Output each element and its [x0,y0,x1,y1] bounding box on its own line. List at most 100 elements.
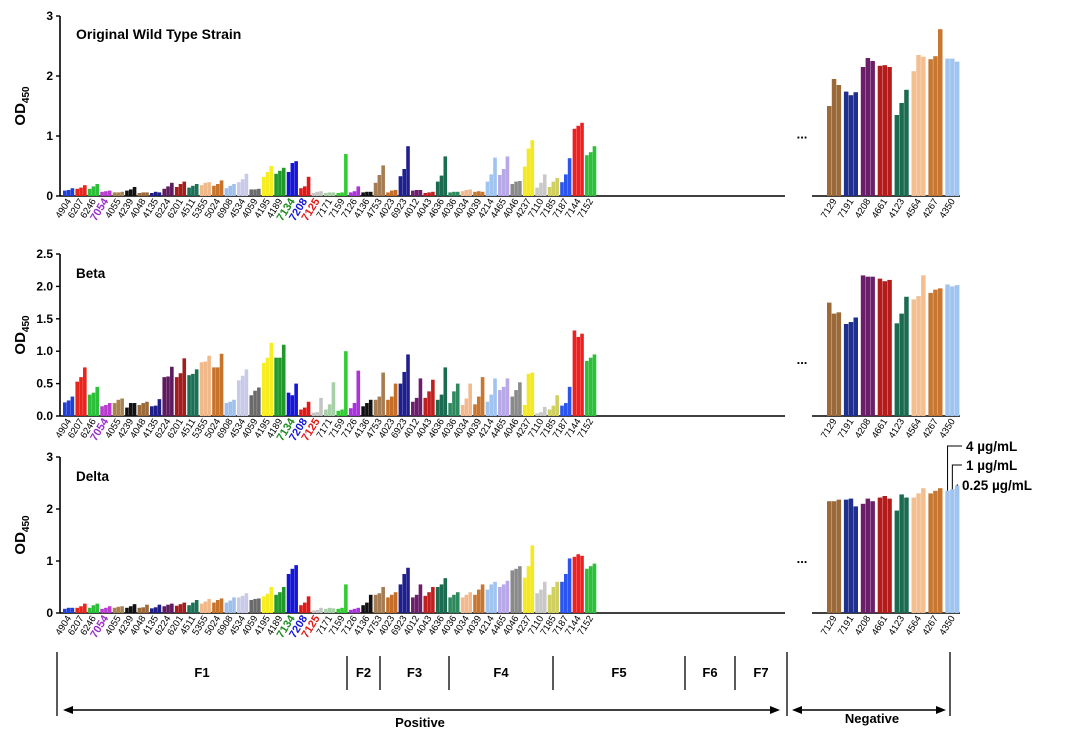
bar-7126-4 [348,408,353,416]
bar-7171-0.25 [331,382,336,416]
bar-4059-4 [249,395,254,416]
bar-4465-1 [501,584,506,613]
bar-4012-1 [414,190,419,196]
x-tick-label: 7191 [836,197,857,221]
bar-4511-0.25 [194,600,199,613]
bar-4214-1 [489,584,494,613]
bar-4511-4 [187,375,191,416]
panel-title: Delta [76,469,110,484]
bar-4046-0.25 [518,566,522,613]
bar-4135-0.25 [157,604,162,613]
legend-label: 0.25 µg/mL [962,478,1032,493]
y-tick-label: 3 [46,450,53,464]
bar-4214-4 [485,181,490,196]
bar-4534-0.25 [244,369,249,416]
bar-7125-0.25 [319,607,323,613]
bar-neg-7129-4 [827,106,832,196]
bar-4046-0.25 [518,181,522,196]
bar-neg-4350-0.25 [954,285,960,416]
bar-7208-4 [299,188,303,196]
bar-4511-0.25 [194,184,199,196]
bar-4059-0.25 [257,387,261,416]
ellipsis: ... [797,352,808,367]
bar-6201-1 [178,184,183,196]
bar-7159-0.25 [344,154,348,196]
bar-4904-1 [66,400,71,416]
bar-7152-0.25 [592,354,597,416]
bar-6908-1 [228,401,232,416]
bar-7054-4 [100,406,104,416]
bar-4059-0.25 [257,188,261,196]
bar-4039-4 [473,404,477,416]
bar-4534-4 [237,597,241,613]
bar-7159-0.25 [344,351,348,416]
bar-4012-4 [411,190,415,196]
bar-4904-0.25 [70,607,75,613]
y-tick-label: 1 [46,554,53,568]
bar-5355-1 [203,182,208,196]
bar-6908-0.25 [232,399,236,416]
bar-6923-4 [398,176,403,196]
group-label: F7 [753,665,768,680]
bar-neg-4208-1 [865,498,871,613]
bar-4043-0.25 [431,379,435,416]
bar-6246-1 [91,392,96,416]
arrow-head [770,706,780,714]
bar-7110-0.25 [542,581,547,613]
bar-4039-1 [476,191,481,196]
bar-neg-4123-1 [899,313,904,416]
bar-4214-4 [485,401,490,416]
bar-4511-0.25 [194,369,199,416]
bar-6923-4 [398,383,403,416]
bar-4059-1 [253,390,257,416]
bar-4189-4 [274,357,278,416]
bar-4189-0.25 [281,587,286,613]
y-tick-label: 2 [46,69,53,83]
bar-4135-0.25 [157,192,162,196]
bar-6207-1 [79,606,83,613]
bar-7171-1 [327,404,332,416]
bar-4036-0.25 [455,592,460,613]
bar-7187-4 [560,405,564,416]
bar-4511-4 [187,605,191,613]
bar-4048-4 [137,193,142,196]
bar-4195-1 [265,593,270,613]
bar-4055-1 [116,399,121,416]
bar-4239-1 [128,189,133,196]
bar-4214-0.25 [493,581,497,613]
bar-4195-4 [261,362,266,416]
bar-7144-0.25 [580,122,584,196]
bar-neg-4267-4 [928,292,933,416]
ellipsis: ... [797,551,808,566]
bar-4046-4 [510,570,515,613]
bar-neg-7191-4 [843,499,849,613]
bar-4189-0.25 [281,344,286,416]
bar-4753-0.25 [381,165,385,196]
bar-neg-7191-0.25 [853,92,858,196]
bar-6923-1 [402,169,407,196]
bar-5355-1 [203,601,208,613]
bar-7054-1 [104,191,108,196]
x-tick-label: 4350 [937,614,958,638]
bar-4046-1 [514,568,518,613]
bar-6224-4 [162,188,167,196]
bar-4239-0.25 [132,403,137,416]
bar-4214-4 [485,589,490,613]
bar-4046-0.25 [518,382,522,416]
x-tick-label: 4661 [870,197,891,221]
bar-7110-1 [539,589,543,613]
bar-7134-1 [290,163,295,196]
x-tick-label: 4208 [853,197,874,221]
bar-7134-4 [286,392,291,416]
bar-4034-4 [460,597,465,613]
bar-neg-4661-0.25 [887,279,892,416]
bar-4214-1 [489,394,494,416]
bar-neg-7191-1 [848,322,854,416]
bar-4043-4 [423,397,428,416]
bar-5355-4 [199,362,204,416]
bar-7125-1 [315,609,319,613]
bar-5024-1 [215,600,220,613]
bar-7185-4 [547,409,552,416]
bar-4043-1 [427,592,431,613]
